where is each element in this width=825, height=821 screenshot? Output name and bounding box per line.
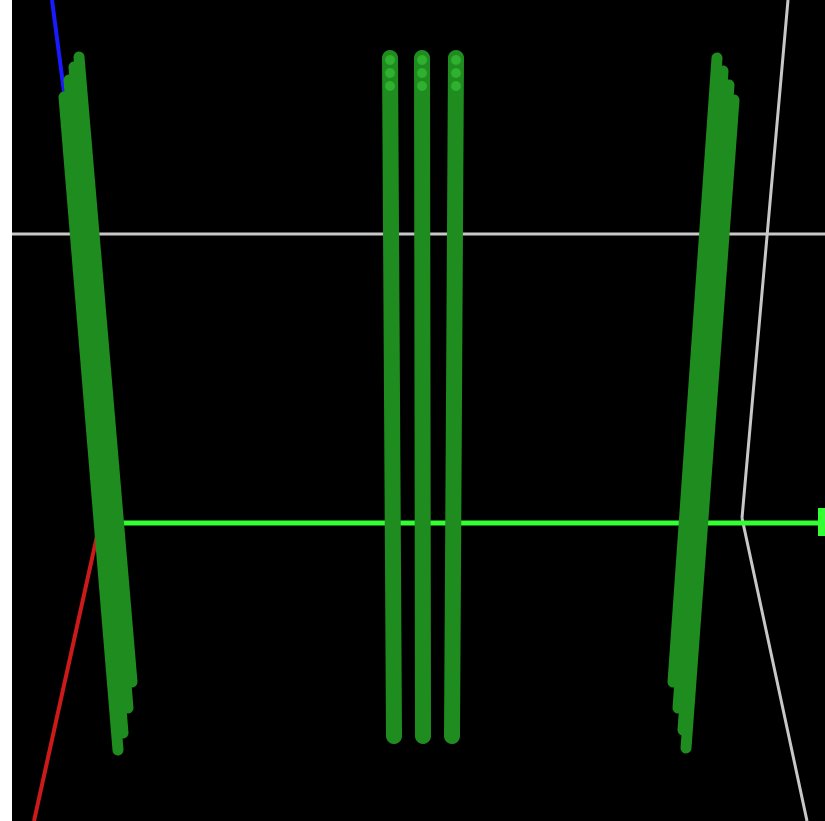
- rod: [672, 65, 729, 714]
- rod: [414, 50, 431, 744]
- rod-tip: [451, 81, 461, 91]
- rod-tip-highlights: [385, 55, 461, 91]
- rod: [680, 94, 740, 754]
- center-rod-cluster: [382, 50, 464, 744]
- right-guide-line-lower: [740, 517, 809, 821]
- rod-tip: [451, 55, 461, 65]
- left-rod-cluster: [58, 51, 138, 756]
- rod: [73, 51, 138, 688]
- rod-tip: [385, 68, 395, 78]
- rod-tip: [417, 68, 427, 78]
- rod: [667, 52, 723, 688]
- x-axis-line: [32, 535, 99, 821]
- rod: [444, 50, 464, 744]
- rod: [382, 50, 402, 744]
- right-rod-cluster: [667, 52, 740, 754]
- y-axis-arrow-head: [818, 508, 825, 536]
- rod: [63, 74, 129, 739]
- rod: [68, 61, 134, 714]
- rod-tip: [451, 68, 461, 78]
- z-axis-line: [50, 0, 66, 93]
- rod: [58, 91, 124, 756]
- rod-tip: [385, 81, 395, 91]
- right-guide-line-upper: [740, 0, 790, 519]
- rod-tip: [417, 81, 427, 91]
- rod-tip: [417, 55, 427, 65]
- rod-tip: [385, 55, 395, 65]
